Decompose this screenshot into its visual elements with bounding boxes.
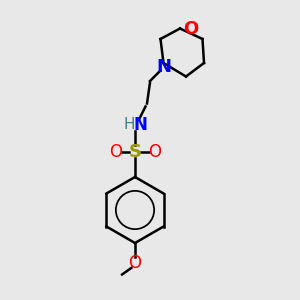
Text: N: N xyxy=(156,58,171,76)
Text: O: O xyxy=(109,142,122,160)
Text: O: O xyxy=(184,20,199,38)
Text: O: O xyxy=(128,254,142,272)
Text: S: S xyxy=(128,142,142,160)
Text: O: O xyxy=(148,142,161,160)
Text: N: N xyxy=(134,116,147,134)
Text: H: H xyxy=(123,117,135,132)
